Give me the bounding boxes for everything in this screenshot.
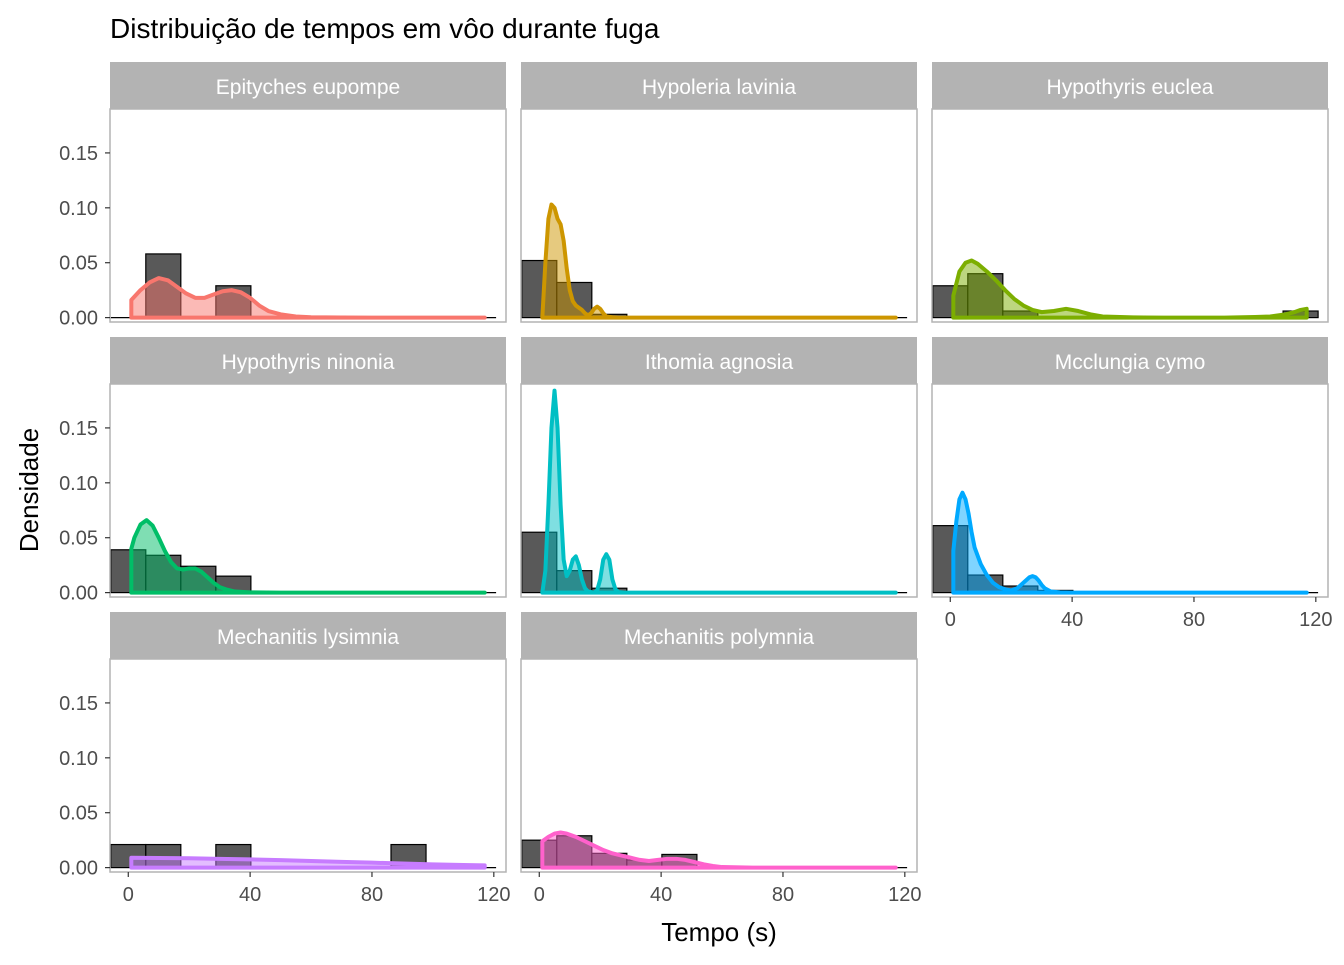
density-curve [129, 518, 487, 595]
panel-border [931, 108, 1329, 323]
facet-mechanitis-lysimnia: Mechanitis lysimnia 0.00 0.05 0.10 0.15 0 40 80… [59, 612, 511, 906]
y-tick-label: 0.05 [59, 528, 98, 550]
y-tick-label: 0.00 [59, 858, 98, 880]
panel-background [932, 384, 1328, 597]
panel-border [109, 658, 507, 873]
y-tick-label: 0.10 [59, 748, 98, 770]
panel-background [521, 384, 917, 597]
x-tick-label: 80 [361, 884, 383, 906]
x-tick-label: 120 [888, 884, 921, 906]
facet-strip-label: Mcclungia cymo [1055, 351, 1206, 374]
facet-strip-label: Ithomia agnosia [645, 351, 794, 374]
facet-strip-label: Hypothyris euclea [1047, 76, 1214, 99]
density-curve [540, 388, 898, 595]
x-tick-label: 120 [1299, 609, 1332, 631]
panel-border [520, 658, 918, 873]
facets-layer: Epityches eupompe 0.00 0.05 0.10 0.15 Hypoler… [59, 62, 1333, 906]
y-axis-label: Densidade [14, 428, 44, 552]
y-tick-label: 0.05 [59, 803, 98, 825]
x-axis-label: Tempo (s) [661, 917, 777, 947]
y-tick-label: 0.10 [59, 473, 98, 495]
facet-strip [521, 62, 917, 109]
y-tick-label: 0.00 [59, 583, 98, 605]
x-tick-label: 0 [123, 884, 134, 906]
facet-strip [932, 62, 1328, 109]
plot-area [110, 518, 497, 595]
facet-strip [932, 337, 1328, 384]
facet-ithomia-agnosia: Ithomia agnosia [520, 337, 918, 598]
facet-hypothyris-ninonia: Hypothyris ninonia 0.00 0.05 0.10 0.15 [59, 337, 507, 605]
x-tick-label: 120 [477, 884, 510, 906]
density-curve [951, 258, 1309, 320]
density-curve [540, 202, 898, 320]
plot-area [521, 388, 908, 595]
y-tick-label: 0.05 [59, 253, 98, 275]
x-tick-label: 0 [534, 884, 545, 906]
facet-epityches-eupompe: Epityches eupompe 0.00 0.05 0.10 0.15 [59, 62, 507, 330]
x-tick-label: 80 [772, 884, 794, 906]
x-tick-label: 80 [1183, 609, 1205, 631]
x-tick-label: 40 [239, 884, 261, 906]
chart-title: Distribuição de tempos em vôo durante fu… [110, 13, 660, 44]
x-tick-label: 0 [945, 609, 956, 631]
facet-hypoleria-lavinia: Hypoleria lavinia [520, 62, 918, 323]
y-tick-label: 0.10 [59, 198, 98, 220]
density-curve [540, 830, 898, 870]
density-curve [129, 855, 487, 870]
facet-strip-label: Mechanitis lysimnia [217, 626, 399, 649]
y-tick-label: 0.15 [59, 418, 98, 440]
density-curve [951, 490, 1309, 595]
plot-area [110, 253, 497, 320]
density-curve [129, 276, 487, 320]
x-tick-label: 40 [1061, 609, 1083, 631]
facet-strip-label: Mechanitis polymnia [624, 626, 815, 649]
panel-border [109, 108, 507, 323]
facet-strip-label: Epityches eupompe [216, 76, 400, 99]
panel-border [520, 108, 918, 323]
facet-mcclungia-cymo: Mcclungia cymo 0 40 80 120 [931, 337, 1333, 631]
facet-strip [110, 62, 506, 109]
y-tick-label: 0.00 [59, 308, 98, 330]
plot-area [932, 490, 1319, 595]
plot-area [521, 202, 908, 320]
panel-border [931, 383, 1329, 598]
facet-strip [521, 612, 917, 659]
y-tick-label: 0.15 [59, 143, 98, 165]
x-tick-label: 40 [650, 884, 672, 906]
facet-strip [110, 337, 506, 384]
facet-strip [110, 612, 506, 659]
panel-border [520, 383, 918, 598]
facet-strip-label: Hypoleria lavinia [642, 76, 796, 99]
facet-strip [521, 337, 917, 384]
panel-background [110, 659, 506, 872]
facet-hypothyris-euclea: Hypothyris euclea [931, 62, 1329, 323]
plot-area [932, 258, 1319, 320]
facet-strip-label: Hypothyris ninonia [222, 351, 395, 374]
facet-mechanitis-polymnia: Mechanitis polymnia 0 40 80 120 [520, 612, 922, 906]
panel-border [109, 383, 507, 598]
plot-area [521, 830, 908, 870]
plot-area [110, 843, 497, 870]
y-tick-label: 0.15 [59, 693, 98, 715]
